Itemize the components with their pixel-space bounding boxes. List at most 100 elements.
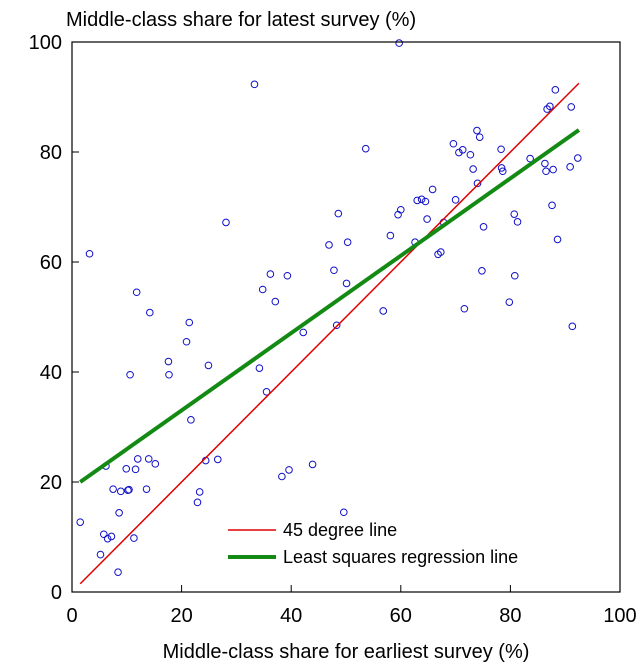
line-45-degree [79,82,580,585]
legend-label-regression: Least squares regression line [283,547,518,567]
data-point [568,322,577,331]
data-point [394,210,402,219]
data-point [497,145,505,154]
data-point [543,105,551,113]
legend-label-45-degree: 45 degree line [283,520,397,540]
x-tick-label: 0 [66,605,77,627]
data-point [107,532,116,541]
x-tick-label: 80 [499,605,521,627]
data-point [361,144,370,153]
data-point [85,249,94,258]
data-point [479,223,488,231]
data-point [342,279,351,288]
data-point [213,455,222,464]
data-point [417,195,426,204]
data-point [549,165,557,174]
data-point [271,297,280,306]
data-point [146,308,154,317]
data-point [478,267,486,275]
y-tick-label: 0 [51,582,62,604]
y-tick-label: 100 [29,32,62,54]
data-point [428,185,437,194]
data-point [185,318,194,327]
data-point [551,86,560,94]
data-point [553,235,562,244]
data-point [451,196,460,204]
data-point [343,238,352,246]
data-point [204,361,213,370]
data-point [437,248,445,256]
x-tick-label: 20 [170,605,192,627]
data-point [133,455,142,463]
data-point [250,80,259,89]
data-point [222,218,230,227]
data-point [466,150,475,159]
data-point [542,167,550,176]
data-point [165,370,173,379]
data-point [546,102,554,111]
data-point [142,485,151,493]
data-point [475,133,484,141]
data-point [182,337,191,346]
data-point [131,465,140,474]
plot-area [76,39,582,585]
data-point [103,534,112,543]
data-point [505,298,514,306]
data-point [122,465,131,473]
y-tick-label: 20 [40,472,62,494]
data-point [421,197,430,206]
data-point [566,163,574,171]
data-point [510,210,519,218]
data-point [386,231,395,240]
data-point [125,485,133,494]
data-point [144,455,153,463]
data-point [278,472,286,481]
data-point [513,218,522,226]
data-point [526,154,534,163]
data-point [258,285,267,294]
data-point [460,304,469,313]
data-point [498,167,507,176]
data-point [449,139,458,148]
data-point [114,568,122,577]
y-tick-label: 80 [40,142,62,164]
data-point [308,460,317,469]
data-point [116,487,125,496]
data-point [510,271,519,280]
data-point [473,126,481,135]
axis-ticks: 0 20 40 60 80 100 0 20 40 60 80 100 [29,32,637,627]
data-point [332,321,341,330]
data-point [76,518,85,526]
data-point [473,179,482,188]
data-point [458,146,467,154]
data-point [469,165,477,173]
line-regression [79,128,581,484]
data-point [541,159,549,168]
data-point [187,416,195,424]
data-point [255,364,264,372]
data-point [325,241,333,249]
data-point [567,103,576,111]
data-point [283,271,292,280]
data-point [395,39,403,47]
y-tick-label: 60 [40,252,62,274]
data-point [96,550,105,559]
data-point [340,508,348,517]
data-point [195,488,204,496]
data-point [99,530,108,539]
data-point [109,485,117,493]
data-point [548,201,556,210]
data-point [455,148,463,157]
x-tick-label: 40 [280,605,302,627]
x-axis-title: Middle-class share for earliest survey (… [163,641,530,663]
data-point [413,196,422,205]
data-point [334,209,343,218]
x-tick-label: 100 [603,605,636,627]
data-point [132,288,141,297]
data-point [285,466,293,474]
data-point [330,266,338,275]
data-point [151,460,160,468]
data-point [397,205,405,214]
data-point [299,328,308,337]
